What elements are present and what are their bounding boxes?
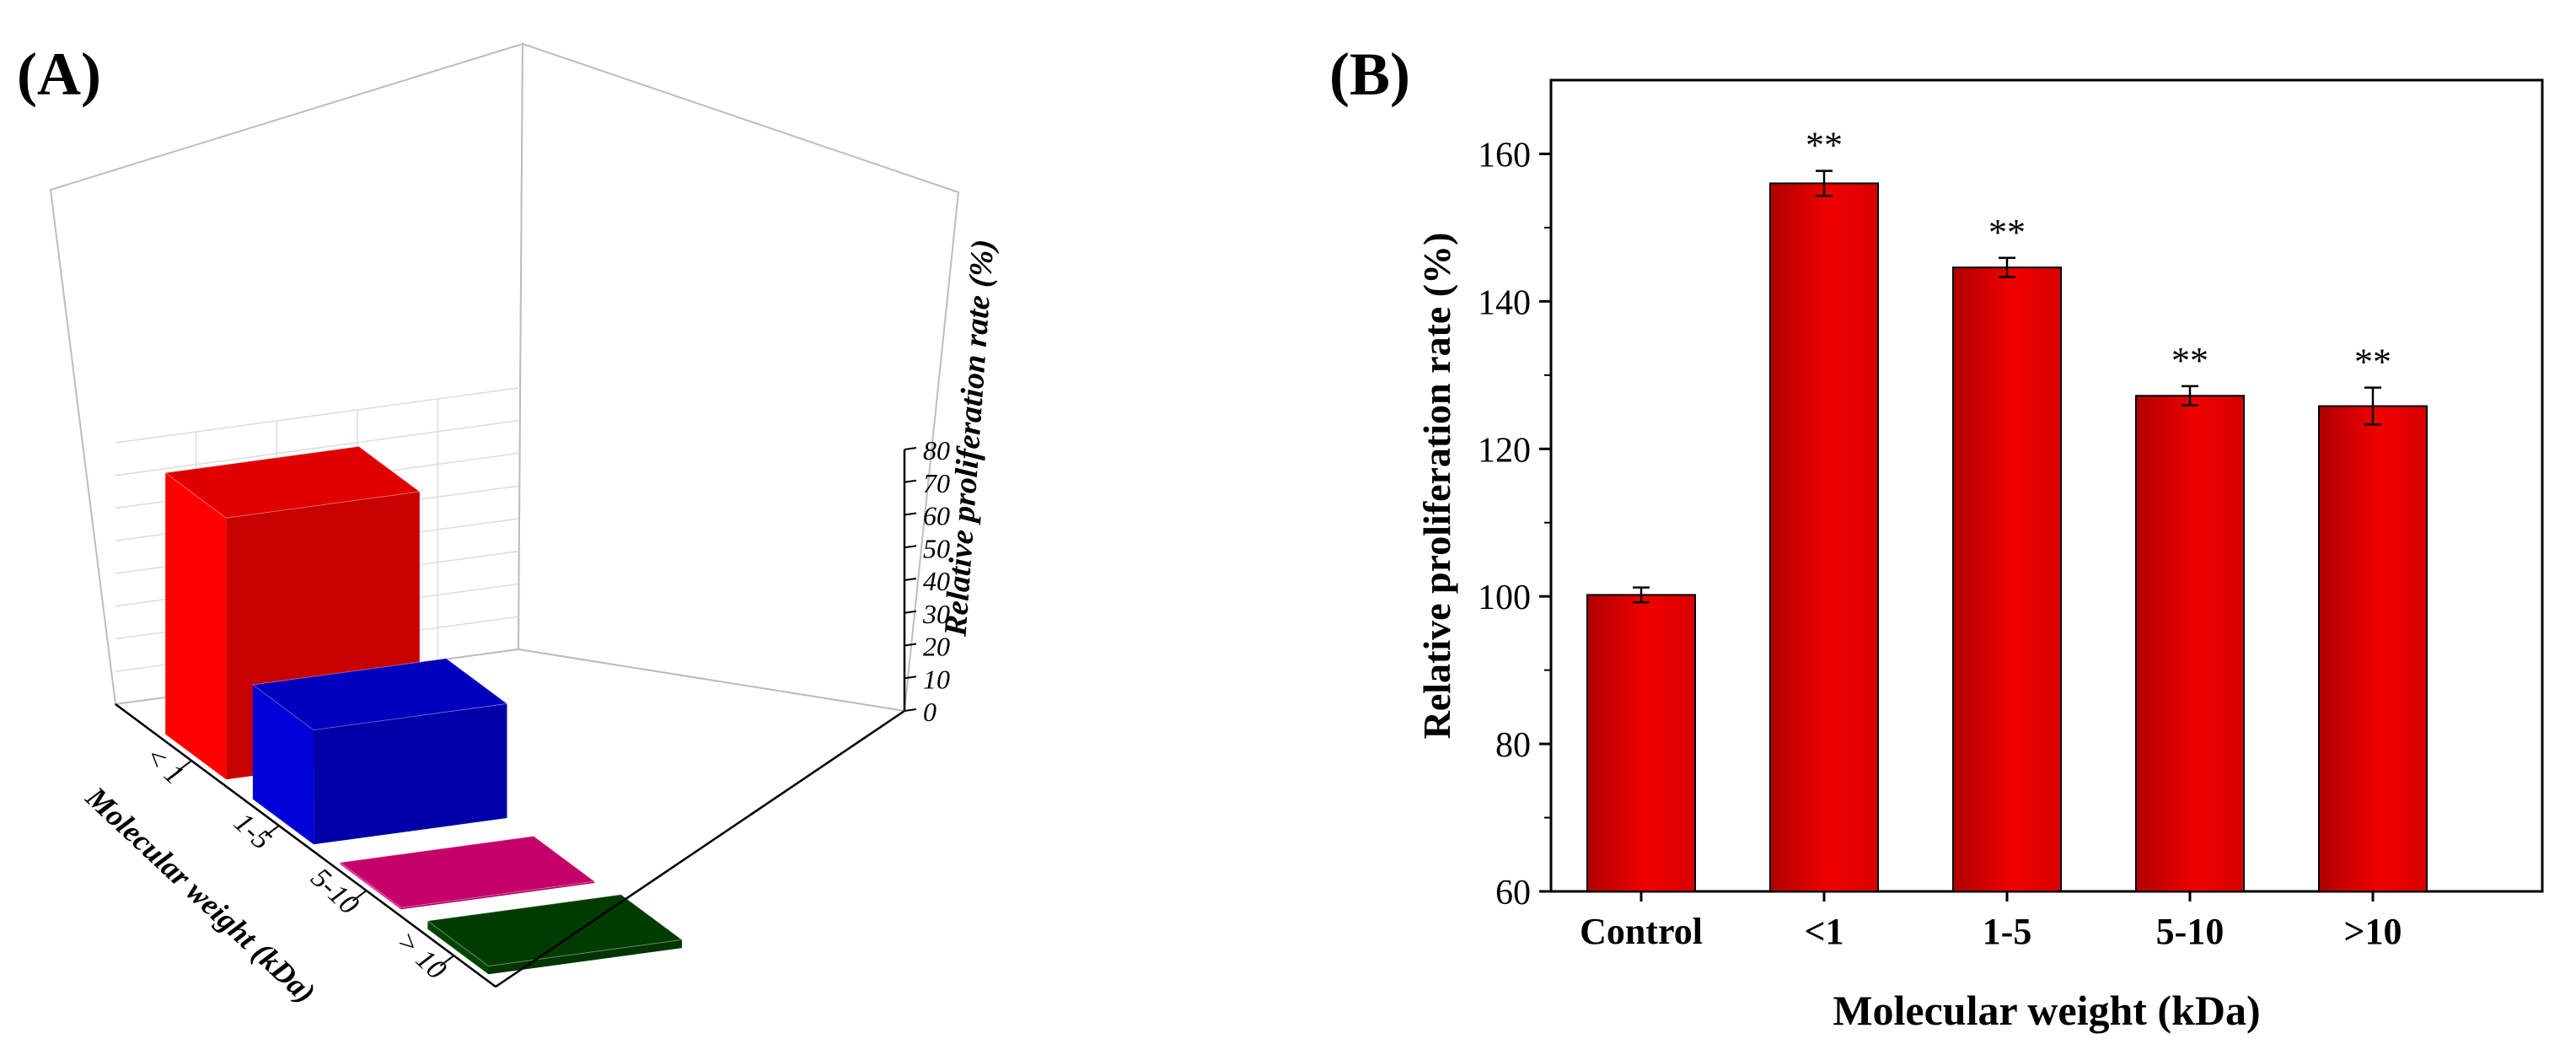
x-tick-label: 5-10 [2156, 911, 2224, 952]
bar-side-face [340, 862, 401, 910]
panel-b-bar-1 [1586, 586, 1696, 892]
z-tick [904, 610, 917, 614]
z-tick [904, 512, 917, 516]
panel-b-bar-3: ** [1952, 212, 2062, 893]
bar-rect [1769, 182, 1879, 893]
z-tick [904, 447, 917, 450]
x-tick-label: >10 [2343, 911, 2402, 952]
z-tick [904, 479, 917, 483]
panel-a-bar-4 [427, 894, 684, 975]
z-tick [904, 643, 917, 647]
panel-b-label: (B) [1329, 40, 1410, 108]
x-tick-label: Control [1580, 911, 1703, 952]
z-tick-label: 60 [923, 501, 950, 531]
panel-a-bars [164, 445, 684, 975]
z-tick-label: 80 [923, 435, 950, 466]
bar-side-face [427, 921, 489, 975]
z-tick-label: 70 [923, 468, 950, 498]
panel-b-bar-chart: (B) 60 80 100 120 140 160 ** ** ** ** Control <1 1… [1329, 40, 2544, 1034]
y-tick-label: 60 [1495, 874, 1531, 912]
bar-top-face [164, 445, 421, 519]
x-tick-label: 1-5 [1983, 911, 2032, 952]
z-tick [904, 578, 917, 581]
bar-rect [2318, 405, 2428, 893]
panel-b-bar-5: ** [2318, 342, 2428, 893]
bar-top-face [339, 835, 596, 908]
bar-side-face [165, 472, 227, 780]
panel-b-bar-2: ** [1769, 125, 1879, 893]
category-tick [439, 955, 454, 966]
z-tick-label: 30 [922, 599, 950, 629]
panel-b-bars: ** ** ** ** [1586, 125, 2428, 893]
z-tick [904, 708, 917, 712]
y-tick-label: 120 [1478, 431, 1531, 470]
y-tick-label: 160 [1478, 136, 1531, 175]
panel-a-bar-2 [251, 658, 508, 845]
panel-a-right-wall [517, 42, 960, 713]
bar-front-face [400, 881, 595, 910]
significance-label: ** [1806, 125, 1843, 166]
grid-line [115, 387, 519, 444]
z-tick-label: 40 [923, 566, 950, 596]
bar-side-face [252, 685, 314, 845]
z-tick [904, 545, 917, 549]
bar-top-face [251, 658, 508, 731]
panel-a-front-edge [495, 709, 905, 988]
y-tick-label: 100 [1478, 579, 1531, 617]
z-tick [904, 676, 917, 680]
significance-label: ** [2171, 340, 2208, 381]
category-tick [265, 825, 280, 837]
bar-front-face [488, 939, 682, 975]
significance-label: ** [1988, 212, 2026, 253]
bar-rect [2135, 395, 2245, 892]
x-tick-label: <1 [1804, 911, 1843, 952]
grid-line [115, 420, 519, 476]
bar-front-face [314, 703, 507, 845]
z-tick-label: 10 [923, 664, 950, 694]
panel-b-y-axis-label: Relative proliferation rate (%) [1415, 233, 1458, 740]
y-tick-label: 140 [1478, 283, 1531, 322]
panel-b-x-ticks: Control <1 1-5 5-10 >10 [1580, 891, 2402, 952]
bar-top-face [427, 894, 684, 967]
z-tick-label: 50 [923, 533, 950, 563]
panel-a-category-axis [115, 702, 496, 988]
panel-a-label: (A) [17, 40, 101, 108]
significance-label: ** [2354, 342, 2391, 383]
panel-a-bar-3 [339, 835, 596, 910]
y-tick-label: 80 [1495, 726, 1531, 765]
bar-rect [1952, 266, 2062, 893]
panel-b-y-ticks: 60 80 100 120 140 160 [1478, 136, 1551, 912]
category-tick [352, 890, 368, 902]
category-tick [177, 760, 192, 772]
panel-b-bar-4: ** [2135, 340, 2245, 892]
z-tick-label: 20 [923, 632, 950, 662]
bar-rect [1586, 594, 1696, 892]
panel-b-x-axis-label: Molecular weight (kDa) [1833, 987, 2260, 1034]
z-tick-label: 0 [923, 697, 936, 727]
